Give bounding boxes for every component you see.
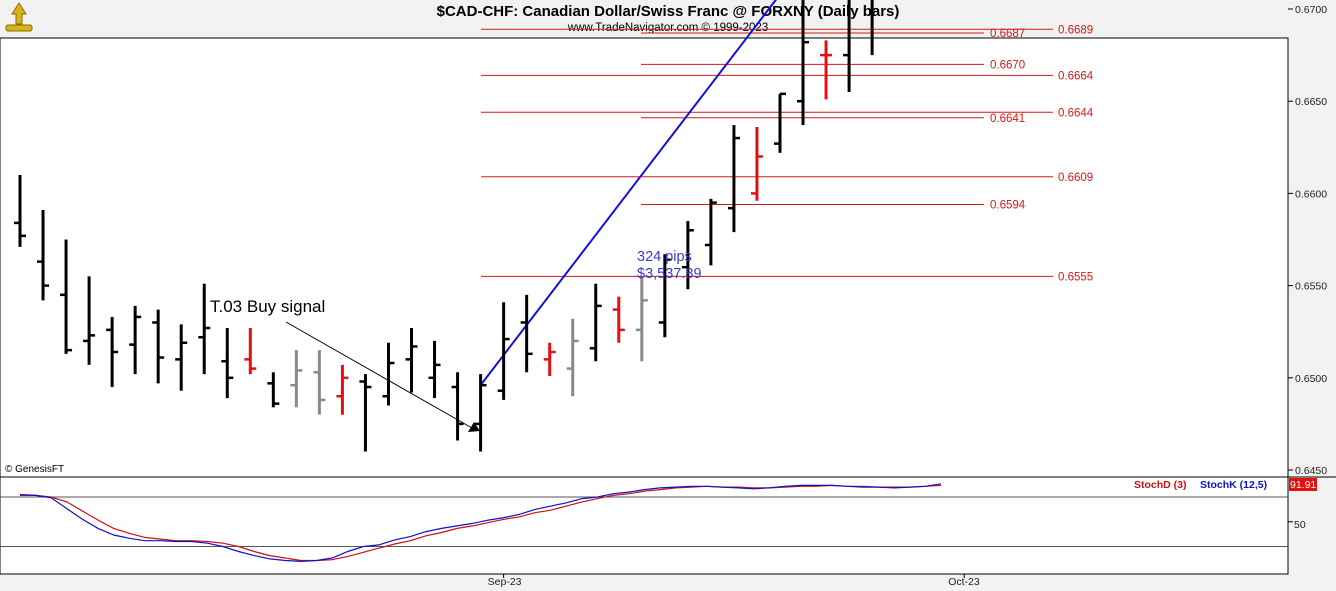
x-tick-label: Oct-23: [948, 576, 980, 588]
pips-label: 324 pips: [637, 249, 692, 265]
ohlc-bar: [843, 0, 851, 92]
copyright-label: © GenesisFT: [5, 464, 64, 475]
ohlc-bar: [405, 328, 418, 393]
ohlc-bar: [428, 340, 441, 399]
buy-signal-arrow-line: [285, 321, 473, 429]
y-tick-label: 0.6650: [1295, 96, 1327, 108]
ohlc-bar: [14, 174, 26, 247]
y-tick-label: 0.6700: [1295, 4, 1327, 16]
stoch-value-badge: [1289, 478, 1317, 491]
ohlc-bar: [704, 198, 717, 266]
fib-red-label: 0.6644: [1058, 107, 1094, 119]
stoch-d-line: [20, 484, 942, 562]
ohlc-bar: [612, 296, 625, 343]
ohlc-bar: [83, 276, 96, 365]
ohlc-bar: [658, 254, 671, 338]
buy-signal-label: T.03 Buy signal: [210, 297, 325, 316]
y-tick-label: 0.6500: [1295, 373, 1327, 385]
y-tick-label: 0.6550: [1295, 281, 1327, 293]
ohlc-bar: [359, 374, 372, 452]
ohlc-bar: [129, 305, 142, 375]
x-tick-label: Sep-23: [488, 576, 522, 588]
ohlc-bar: [382, 342, 395, 406]
stoch-y-tick-label: 50: [1294, 519, 1306, 531]
ohlc-bar: [750, 127, 763, 201]
ohlc-bar: [198, 283, 211, 375]
ohlc-bar: [635, 276, 648, 362]
ohlc-bar: [727, 125, 740, 233]
ohlc-bar: [870, 0, 874, 56]
ohlc-bar: [267, 372, 280, 408]
stochastic-pane: [0, 476, 1289, 575]
ohlc-bar: [60, 239, 73, 354]
stoch-value-text: 91.91: [1290, 479, 1316, 491]
ohlc-bar: [313, 350, 326, 415]
ohlc-bar: [520, 294, 533, 373]
ohlc-bar: [37, 209, 50, 301]
ohlc-bar: [474, 374, 487, 452]
ohlc-bar: [244, 328, 257, 375]
ohlc-bar: [773, 92, 786, 153]
chart-title: $CAD-CHF: Canadian Dollar/Swiss Franc @ …: [436, 3, 900, 20]
ohlc-bar: [681, 221, 694, 290]
ohlc-bar: [221, 328, 234, 399]
stoch-d-label: StochD (3): [1134, 479, 1187, 491]
ohlc-bar: [497, 302, 510, 400]
trend-line: [479, 0, 777, 386]
fib-red-label: 0.6555: [1058, 271, 1093, 283]
y-tick-label: 0.6600: [1295, 188, 1327, 200]
ohlc-bar: [543, 342, 556, 376]
ohlc-bar: [336, 364, 349, 415]
fib-red-label: 0.6641: [990, 113, 1025, 125]
stoch-k-label: StochK (12,5): [1200, 479, 1267, 491]
fib-red-label: 0.6664: [1058, 70, 1094, 82]
ohlc-bar: [106, 316, 119, 388]
price-pane: [0, 37, 1289, 478]
buy-signal-arrowhead: [468, 422, 480, 432]
dollars-label: $3,537.89: [637, 266, 702, 282]
fib-red-label: 0.6594: [990, 199, 1026, 211]
y-tick-label: 0.6450: [1295, 465, 1327, 477]
fib-red-label: 0.6687: [990, 28, 1025, 40]
ohlc-bar: [589, 283, 602, 362]
ohlc-bar: [175, 324, 188, 391]
ohlc-bar: [797, 0, 810, 126]
chart-subtitle: www.TradeNavigator.com © 1999-2023: [567, 22, 769, 34]
ohlc-bar: [820, 40, 833, 100]
ohlc-bar: [451, 372, 464, 441]
ohlc-bar: [290, 350, 303, 408]
trade-navigator-logo: [4, 2, 34, 34]
fib-red-label: 0.6670: [990, 59, 1025, 71]
ohlc-bar: [566, 318, 579, 397]
stoch-k-line: [19, 483, 942, 563]
ohlc-bar: [152, 309, 165, 384]
fib-red-label: 0.6689: [1058, 24, 1093, 36]
fib-red-label: 0.6609: [1058, 172, 1093, 184]
